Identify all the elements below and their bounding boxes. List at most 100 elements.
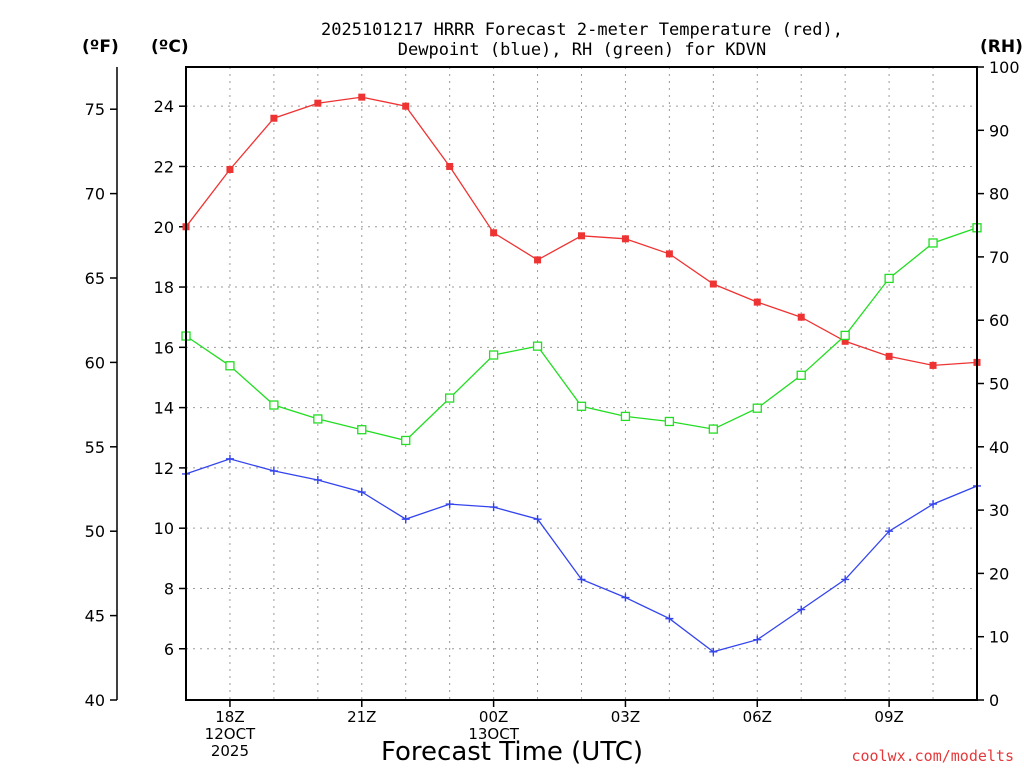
celsius-tick-label: 8 [164,579,174,598]
temperature-point [314,99,322,107]
temperature-point [446,162,454,170]
fahrenheit-tick-label: 65 [85,269,105,288]
rh-point [620,411,631,422]
rh-point [884,273,894,284]
rh-point [401,435,411,446]
celsius-axis: 6 8 10 12 14 16 18 20 22 24 [154,97,186,659]
dewpoint-point [225,454,234,463]
celsius-tick-label: 24 [154,97,174,116]
temperature-point [841,337,849,345]
series-layer [181,93,982,656]
fahrenheit-axis: 40 45 50 55 60 65 70 75 [85,67,118,710]
temperature-point [490,229,498,237]
dewpoint-point [709,647,718,656]
dewpoint-point [753,635,762,644]
grid [186,67,977,700]
celsius-tick-label: 12 [154,459,174,478]
dewpoint-point [797,605,806,614]
rh-axis: 0 10 20 30 40 50 60 70 80 90 100 [977,58,1020,710]
temperature-point [709,280,717,288]
temperature-point [885,352,893,360]
temperature-point [358,93,366,101]
temperature-point [665,250,673,258]
time-tick-label: 12OCT [205,725,256,743]
celsius-tick-label: 20 [154,218,174,237]
rh-point [576,401,587,411]
fahrenheit-tick-label: 45 [85,607,105,626]
fahrenheit-tick-label: 50 [85,522,105,541]
rh-tick-label: 30 [989,501,1009,520]
dewpoint-series [182,454,981,656]
fahrenheit-tick-label: 40 [85,691,105,710]
dewpoint-point [269,466,278,475]
rh-point [796,370,806,380]
rh-tick-label: 80 [989,185,1009,204]
dewpoint-point [841,575,850,584]
rh-point [357,425,367,435]
time-tick-label: 21Z [347,708,376,726]
fahrenheit-unit-label: (ºF) [82,37,119,57]
temperature-point [621,235,629,243]
rh-tick-label: 10 [989,628,1009,647]
dewpoint-point [401,515,410,524]
temperature-series [182,93,981,369]
temperature-point [270,114,278,122]
rh-point [928,238,938,248]
rh-point [752,403,762,413]
fahrenheit-tick-label: 75 [85,100,105,119]
celsius-tick-label: 6 [164,640,174,659]
rh-point [488,350,499,360]
rh-tick-label: 70 [989,248,1009,267]
dewpoint-point [489,503,498,512]
rh-point [532,341,543,351]
dewpoint-point [665,614,674,623]
temperature-point [753,298,761,306]
time-tick-label: 03Z [611,708,640,726]
temperature-point [534,256,542,264]
celsius-unit-label: (ºC) [151,37,189,57]
rh-tick-label: 0 [989,691,999,710]
rh-series [181,223,982,446]
rh-tick-label: 50 [989,375,1009,394]
time-tick-label: 13OCT [468,725,519,743]
celsius-tick-label: 14 [154,399,174,418]
dewpoint-point [885,527,894,536]
dewpoint-point [577,575,586,584]
plot-frame [185,66,978,701]
dewpoint-point [533,515,542,524]
rh-point [840,330,850,341]
chart-subtitle: Dewpoint (blue), RH (green) for KDVN [398,40,766,60]
temperature-point [226,165,234,173]
time-tick-label: 06Z [743,708,772,726]
fahrenheit-tick-label: 70 [85,185,105,204]
temperature-point [402,102,410,110]
celsius-tick-label: 10 [154,519,174,538]
time-tick-label: 18Z [215,708,244,726]
fahrenheit-tick-label: 60 [85,353,105,372]
x-axis-label: Forecast Time (UTC) [381,737,643,767]
temperature-point [929,361,937,369]
credit-text: coolwx.com/modelts [851,747,1014,765]
rh-point [225,361,235,371]
rh-tick-label: 100 [989,58,1020,77]
rh-point [445,393,455,403]
temperature-point [797,313,805,321]
rh-unit-label: (RH) [980,37,1023,57]
fahrenheit-tick-label: 55 [85,438,105,457]
dewpoint-point [357,488,366,497]
temperature-point [578,232,585,240]
dewpoint-point [621,593,630,602]
time-tick-label: 2025 [211,742,249,760]
rh-tick-label: 90 [989,121,1009,140]
rh-point [269,400,279,410]
rh-point [664,416,675,427]
rh-point [313,414,323,424]
time-tick-label: 09Z [874,708,903,726]
chart-title: 2025101217 HRRR Forecast 2-meter Tempera… [321,20,843,40]
celsius-tick-label: 22 [154,157,174,176]
dewpoint-point [445,500,454,509]
celsius-tick-label: 18 [154,278,174,297]
dewpoint-point [929,500,938,509]
rh-point [708,424,718,434]
